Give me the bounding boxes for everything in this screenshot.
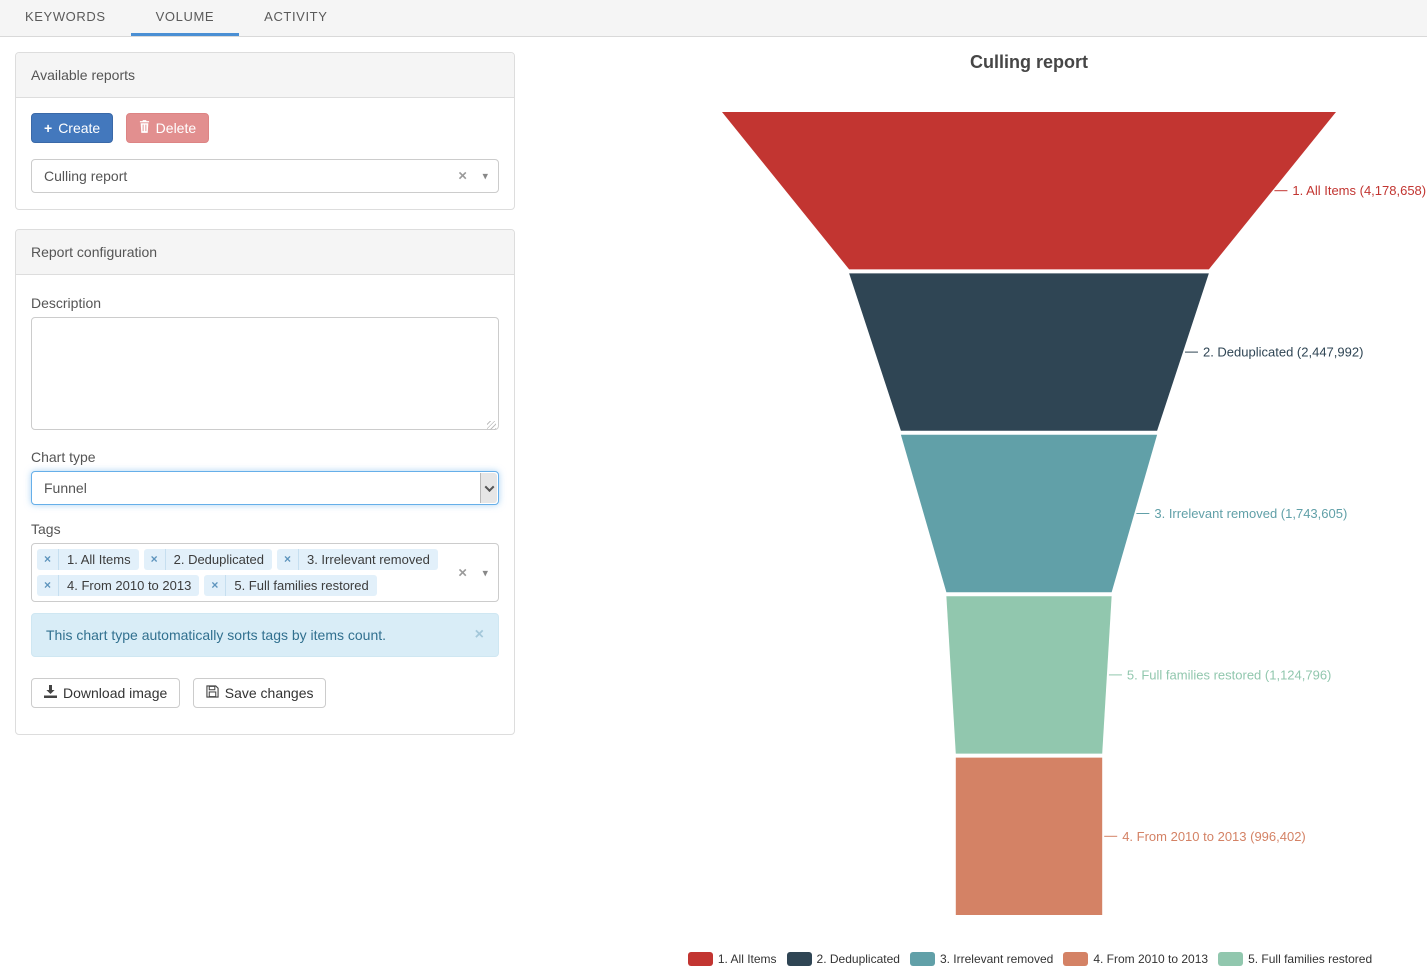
tab-activity[interactable]: ACTIVITY (264, 9, 328, 24)
delete-button[interactable]: Delete (125, 113, 210, 143)
tag-pill: × 3. Irrelevant removed (276, 549, 438, 570)
save-icon (206, 685, 219, 701)
top-tab-bar: KEYWORDS VOLUME ACTIVITY (0, 0, 1427, 37)
report-select-caret-icon[interactable]: ▾ (482, 170, 488, 183)
legend-label: 4. From 2010 to 2013 (1093, 952, 1209, 966)
legend-item[interactable]: 1. All Items (687, 952, 777, 966)
tag-label: 4. From 2010 to 2013 (67, 578, 192, 593)
funnel-chart: 1. All Items (4,178,658) 2. Deduplicated … (722, 112, 1426, 915)
legend-swatch-icon (1218, 952, 1244, 966)
chart-type-select[interactable]: Funnel (31, 471, 499, 505)
create-button-label: Create (58, 120, 101, 136)
tag-remove-icon[interactable]: × (144, 549, 166, 570)
tags-clear-icon[interactable]: × (458, 564, 467, 581)
legend-swatch-icon (786, 952, 812, 966)
legend-swatch-icon (687, 952, 713, 966)
available-reports-panel: Available reports + Create Delete Cullin… (15, 52, 515, 210)
report-config-header: Report configuration (16, 230, 514, 275)
chart-legend: 1. All Items 2. Deduplicated 3. Irrelevant… (652, 952, 1408, 966)
plus-icon: + (44, 120, 53, 136)
legend-label: 5. Full families restored (1248, 952, 1373, 966)
funnel-segment[interactable] (900, 434, 1158, 593)
tag-remove-icon[interactable]: × (277, 549, 299, 570)
tag-label: 2. Deduplicated (173, 552, 264, 567)
funnel-segment[interactable] (955, 757, 1103, 915)
download-icon (44, 685, 57, 701)
funnel-label: 4. From 2010 to 2013 (996,402) (1122, 829, 1306, 844)
download-image-button[interactable]: Download image (31, 678, 181, 708)
tags-label: Tags (31, 521, 61, 537)
tag-remove-icon[interactable]: × (37, 549, 60, 570)
info-alert: This chart type automatically sorts tags… (31, 613, 499, 657)
tag-label: 3. Irrelevant removed (306, 552, 430, 567)
available-reports-header: Available reports (16, 53, 514, 98)
description-label: Description (31, 295, 102, 311)
legend-item[interactable]: 2. Deduplicated (786, 952, 900, 966)
legend-item[interactable]: 5. Full families restored (1218, 952, 1372, 966)
tab-keywords[interactable]: KEYWORDS (25, 9, 106, 24)
legend-swatch-icon (909, 952, 935, 966)
chart-type-label: Chart type (31, 449, 96, 465)
funnel-label: 5. Full families restored (1,124,796) (1127, 667, 1331, 682)
tag-label: 5. Full families restored (234, 578, 369, 593)
legend-label: 3. Irrelevant removed (939, 952, 1054, 966)
tab-volume[interactable]: VOLUME (130, 0, 240, 36)
create-button[interactable]: + Create (31, 113, 114, 143)
legend-item[interactable]: 4. From 2010 to 2013 (1063, 952, 1208, 966)
info-alert-text: This chart type automatically sorts tags… (46, 627, 387, 643)
download-image-label: Download image (63, 685, 168, 701)
chevron-down-icon (484, 481, 494, 492)
available-reports-body: + Create Delete Culling report × ▾ (16, 98, 514, 208)
tag-pill: × 2. Deduplicated (143, 549, 272, 570)
tag-pill: × 1. All Items (37, 549, 139, 570)
chart-title: Culling report (970, 52, 1088, 72)
legend-label: 1. All Items (717, 952, 777, 966)
description-textarea[interactable] (31, 317, 499, 430)
tag-pill: × 4. From 2010 to 2013 (37, 575, 200, 596)
alert-close-icon[interactable]: × (474, 626, 484, 643)
tag-label: 1. All Items (67, 552, 131, 567)
funnel-label: 2. Deduplicated (2,447,992) (1203, 345, 1363, 360)
legend-item[interactable]: 3. Irrelevant removed (909, 952, 1054, 966)
save-changes-button[interactable]: Save changes (192, 678, 327, 708)
tag-remove-icon[interactable]: × (37, 575, 60, 596)
funnel-label: 1. All Items (4,178,658) (1292, 183, 1426, 198)
funnel-segment[interactable] (849, 273, 1209, 431)
save-changes-label: Save changes (224, 685, 314, 701)
funnel-segment[interactable] (722, 112, 1336, 270)
chart-type-value: Funnel (44, 480, 87, 496)
tags-caret-icon[interactable]: ▾ (482, 567, 488, 579)
tags-select[interactable]: × 1. All Items × 2. Deduplicated × 3. Irrelev… (31, 543, 499, 602)
legend-label: 2. Deduplicated (816, 952, 900, 966)
report-config-panel: Report configuration Description Chart t… (15, 229, 515, 735)
delete-button-label: Delete (155, 120, 197, 136)
tag-pill: × 5. Full families restored (204, 575, 377, 596)
funnel-segment[interactable] (946, 596, 1112, 754)
report-select[interactable]: Culling report × ▾ (31, 159, 499, 193)
trash-icon (139, 120, 150, 136)
report-config-body: Description Chart type Funnel Tags × 1. A… (16, 275, 514, 723)
chart-type-select-button[interactable] (480, 473, 497, 503)
funnel-label: 3. Irrelevant removed (1,743,605) (1154, 506, 1347, 521)
tag-remove-icon[interactable]: × (204, 575, 227, 596)
report-select-clear-icon[interactable]: × (458, 167, 467, 185)
report-select-value: Culling report (44, 168, 128, 184)
legend-swatch-icon (1063, 952, 1089, 966)
